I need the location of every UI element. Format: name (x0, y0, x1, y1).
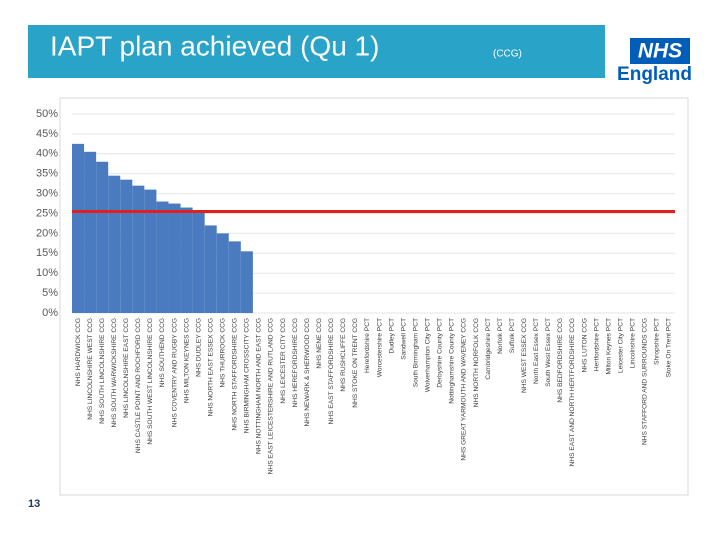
x-tick-label: NHS WEST ESSEX CCG (521, 318, 528, 393)
y-tick-label: 0% (42, 307, 58, 319)
x-tick-label: Nottinghamshire County PCT (449, 318, 456, 404)
x-tick-label: Stoke On Trent PCT (666, 318, 673, 377)
bar (168, 203, 181, 313)
y-tick-label: 45% (36, 128, 58, 140)
bar (204, 225, 217, 313)
bar (180, 207, 193, 313)
x-tick-label: NHS LUTON CCG (581, 318, 588, 372)
logo-box (630, 38, 690, 64)
x-tick-label: NHS LINCOLNSHIRE WEST CCG (87, 318, 94, 420)
x-tick-label: NHS STOKE ON TRENT CCG (352, 318, 359, 408)
x-tick-label: NHS LEICESTER CITY CCG (280, 318, 287, 404)
x-tick-label: NHS HARDWICK CCG (75, 318, 82, 386)
x-tick-label: NHS NORTH STAFFORDSHIRE CCG (232, 318, 239, 431)
x-tick-label: Suffolk PCT (509, 318, 516, 353)
bar (84, 151, 97, 313)
slide-subtitle: (CCG) (493, 49, 522, 60)
x-tick-label: NHS DUDLEY CCG (195, 318, 202, 377)
y-tick-label: 40% (36, 148, 58, 160)
bar (72, 143, 85, 313)
x-tick-label: Herefordshire PCT (364, 318, 371, 373)
x-tick-label: NHS NORTH EAST ESSEX CCG (207, 318, 214, 416)
x-tick-label: Norfolk PCT (497, 318, 504, 354)
bar (240, 251, 253, 313)
y-tick-label: 30% (36, 188, 58, 200)
x-tick-label: South Birmingham PCT (412, 318, 419, 387)
x-tick-label: NHS STAFFORD AND SURROUNDS CCG (642, 318, 649, 445)
x-tick-label: Sandwell PCT (400, 318, 407, 360)
x-tick-label: NHS NEWARK & SHERWOOD CCG (304, 318, 311, 426)
y-tick-label: 10% (36, 267, 58, 279)
x-tick-label: NHS SOUTH WEST LINCOLNSHIRE CCG (147, 318, 154, 445)
x-tick-label: Shropshire PCT (654, 318, 661, 365)
y-tick-label: 5% (42, 287, 58, 299)
bar (216, 233, 229, 313)
x-tick-label: NHS BIRMINGHAM CROSSCITY CCG (244, 318, 251, 433)
x-tick-label: Wolverhampton City PCT (425, 318, 432, 392)
chart-frame (59, 97, 689, 496)
x-tick-label: NHS RUSHCLIFFE CCG (340, 318, 347, 392)
x-tick-label: Dudley PCT (388, 318, 395, 354)
logo-bottom: England (617, 64, 692, 85)
x-tick-label: NHS SOUTH LINCOLNSHIRE CCG (99, 318, 106, 424)
x-tick-label: NHS EAST AND NORTH HERTFORDSHIRE CCG (569, 318, 576, 466)
x-tick-label: Worcestershire PCT (376, 318, 383, 377)
bar (108, 175, 121, 313)
x-tick-label: NHS EAST STAFFORDSHIRE CCG (328, 318, 335, 424)
bar (192, 211, 205, 313)
x-tick-label: NHS SOUTHEND CCG (159, 318, 166, 387)
y-tick-label: 15% (36, 247, 58, 259)
x-tick-label: Lincolnshire PCT (630, 318, 637, 368)
x-tick-label: Milton Keynes PCT (605, 318, 612, 374)
y-tick-label: 50% (36, 108, 58, 120)
x-tick-label: South West Essex PCT (545, 318, 552, 387)
x-tick-label: NHS GREAT YARMOUTH AND WAVENEY CCG (461, 318, 468, 461)
x-tick-label: Cambridgeshire PCT (485, 318, 492, 380)
slide-title: IAPT plan achieved (Qu 1) (50, 30, 379, 61)
x-tick-label: NHS COVENTRY AND RUGBY CCG (171, 318, 178, 427)
y-tick-label: 25% (36, 207, 58, 219)
x-tick-label: NHS LINCOLNSHIRE EAST CCG (123, 318, 130, 418)
x-tick-label: NHS BEDFORDSHIRE CCG (557, 318, 564, 403)
x-tick-label: NHS MILTON KEYNES CCG (183, 318, 190, 403)
page-number: 13 (28, 498, 40, 510)
x-tick-label: Hertfordshire PCT (593, 318, 600, 371)
logo-top: NHS (638, 40, 682, 63)
x-tick-label: NHS SOUTH WARWICKSHIRE CCG (111, 318, 118, 428)
x-tick-label: NHS EAST LEICESTERSHIRE AND RUTLAND CCG (268, 318, 275, 474)
x-tick-label: Leicester City PCT (617, 318, 624, 373)
x-tick-label: North East Essex PCT (533, 318, 540, 384)
x-tick-label: NHS NORTH NORFOLK CCG (473, 318, 480, 407)
bar (96, 161, 109, 313)
x-tick-label: NHS CASTLE POINT AND ROCHFORD CCG (135, 318, 142, 453)
bar (156, 201, 169, 313)
x-tick-label: NHS HEREFORDSHIRE CCG (292, 318, 299, 407)
bar (228, 241, 241, 313)
y-tick-label: 35% (36, 168, 58, 180)
x-tick-label: NHS NOTTINGHAM NORTH AND EAST CCG (256, 318, 263, 454)
bar (132, 185, 145, 313)
x-tick-label: NHS NENE CCG (316, 318, 323, 369)
x-tick-label: NHS THURROCK CCG (220, 318, 227, 387)
x-tick-label: Derbyshire County PCT (437, 318, 444, 388)
bar (144, 189, 157, 313)
y-tick-label: 20% (36, 227, 58, 239)
bar (120, 179, 133, 313)
header-bar (28, 25, 605, 78)
